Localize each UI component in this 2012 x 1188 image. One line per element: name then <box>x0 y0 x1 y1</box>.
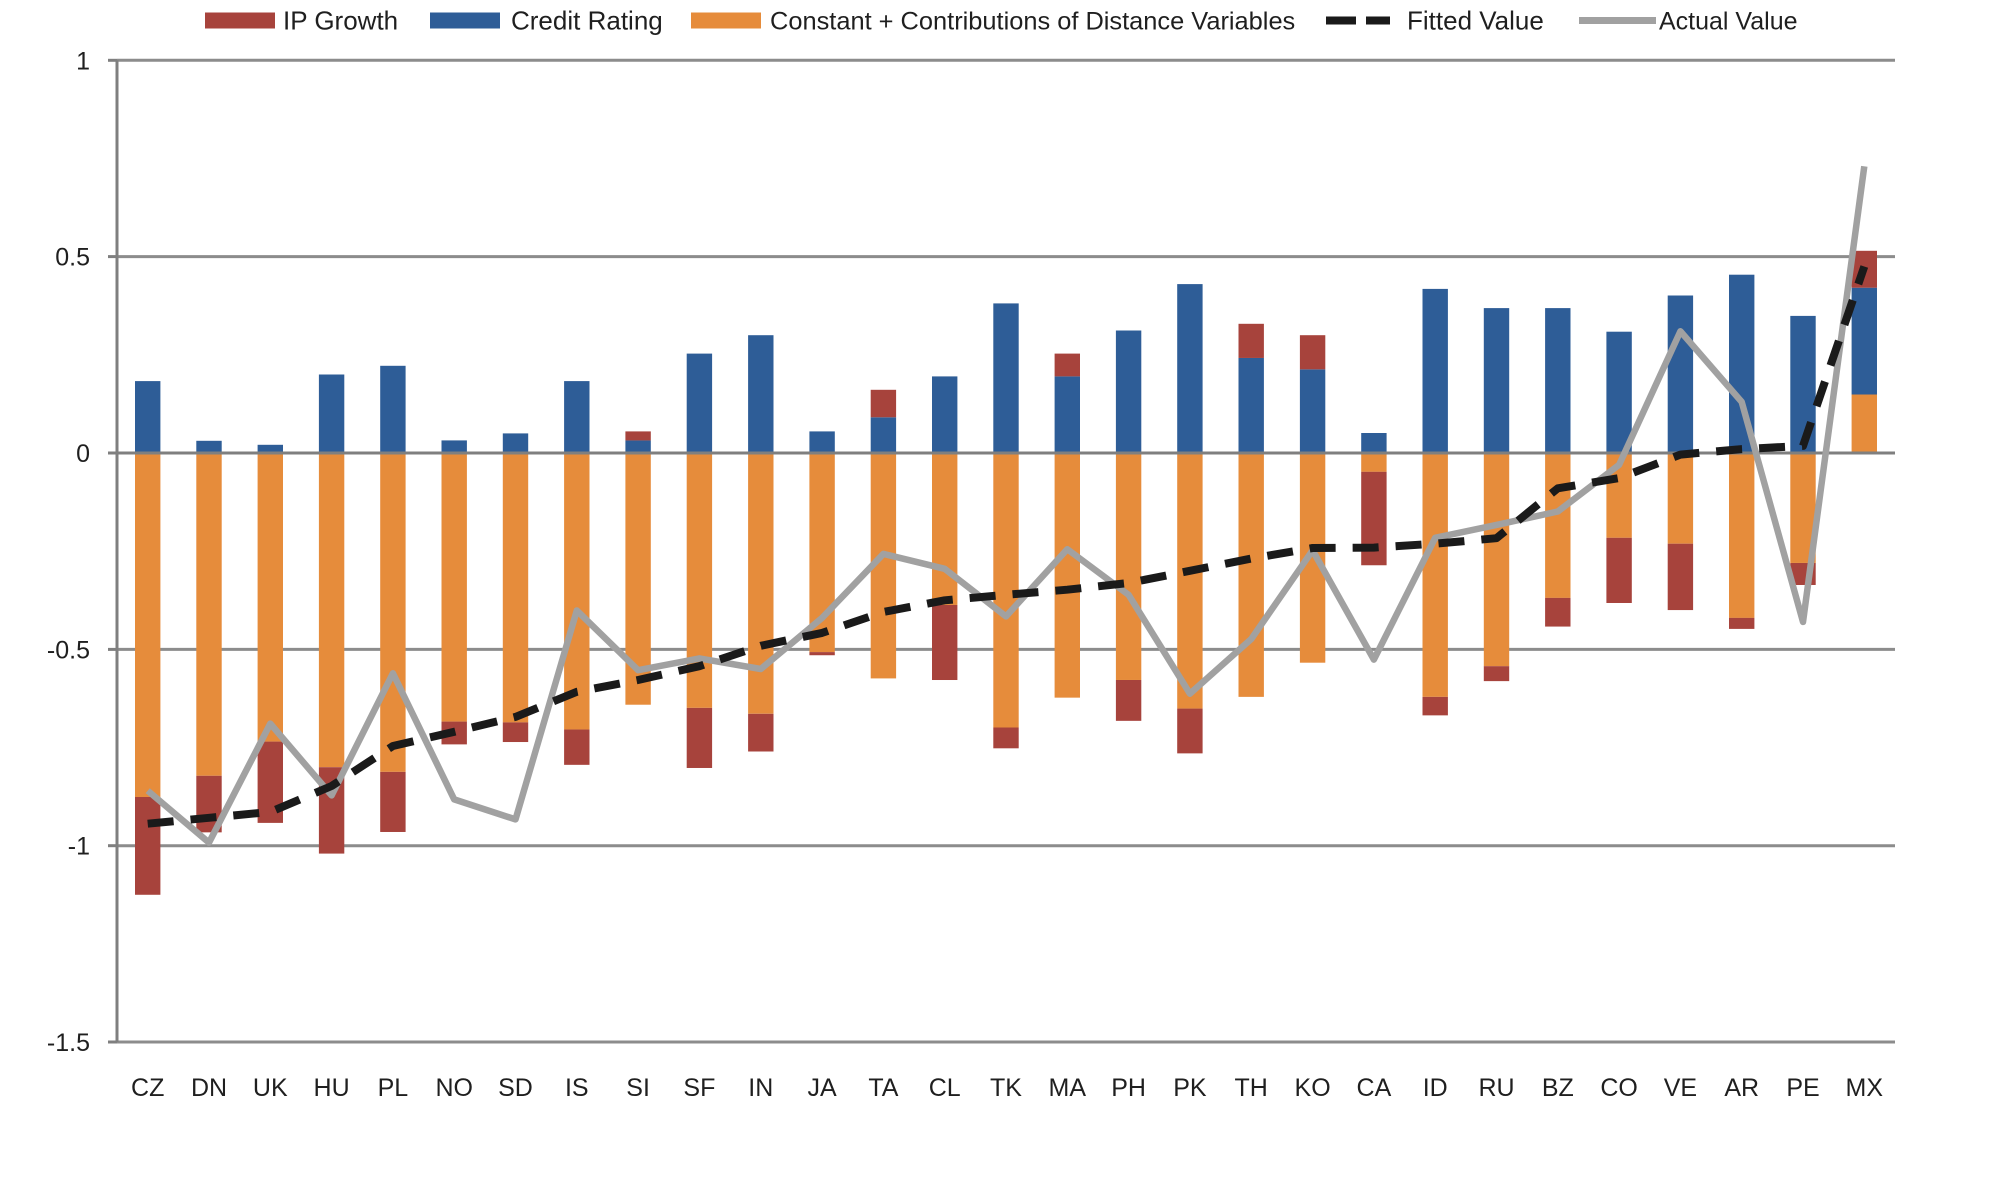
svg-text:IS: IS <box>565 1074 589 1102</box>
svg-text:-1: -1 <box>68 833 90 861</box>
svg-text:-0.5: -0.5 <box>47 636 90 664</box>
svg-text:SD: SD <box>498 1074 533 1102</box>
svg-text:BZ: BZ <box>1542 1074 1574 1102</box>
svg-text:CZ: CZ <box>131 1074 164 1102</box>
svg-text:HU: HU <box>314 1074 350 1102</box>
svg-text:0.5: 0.5 <box>55 244 90 272</box>
svg-text:CA: CA <box>1357 1074 1392 1102</box>
svg-text:TH: TH <box>1235 1074 1268 1102</box>
svg-text:CL: CL <box>929 1074 961 1102</box>
svg-text:RU: RU <box>1478 1074 1514 1102</box>
svg-text:PE: PE <box>1786 1074 1819 1102</box>
svg-text:PH: PH <box>1111 1074 1146 1102</box>
svg-text:MX: MX <box>1846 1074 1884 1102</box>
svg-text:ID: ID <box>1423 1074 1448 1102</box>
svg-text:UK: UK <box>253 1074 288 1102</box>
svg-text:AR: AR <box>1724 1074 1759 1102</box>
svg-text:Constant + Contributions of Di: Constant + Contributions of Distance Var… <box>770 8 1295 36</box>
svg-text:IN: IN <box>748 1074 773 1102</box>
svg-text:PL: PL <box>378 1074 409 1102</box>
svg-text:CO: CO <box>1600 1074 1638 1102</box>
svg-text:JA: JA <box>808 1074 838 1102</box>
svg-text:NO: NO <box>435 1074 473 1102</box>
svg-text:DN: DN <box>191 1074 227 1102</box>
svg-text:SF: SF <box>683 1074 715 1102</box>
svg-text:IP Growth: IP Growth <box>283 6 398 36</box>
svg-text:TK: TK <box>990 1074 1022 1102</box>
svg-text:KO: KO <box>1295 1074 1331 1102</box>
svg-text:VE: VE <box>1664 1074 1697 1102</box>
svg-text:Credit Rating: Credit Rating <box>511 6 663 36</box>
svg-text:0: 0 <box>76 440 90 468</box>
svg-text:SI: SI <box>626 1074 650 1102</box>
svg-text:-1.5: -1.5 <box>47 1029 90 1057</box>
svg-text:1: 1 <box>76 47 90 75</box>
svg-text:PK: PK <box>1173 1074 1207 1102</box>
svg-text:TA: TA <box>868 1074 898 1102</box>
svg-text:Actual Value: Actual Value <box>1659 8 1798 36</box>
svg-text:MA: MA <box>1049 1074 1087 1102</box>
svg-text:Fitted Value: Fitted Value <box>1407 6 1544 36</box>
